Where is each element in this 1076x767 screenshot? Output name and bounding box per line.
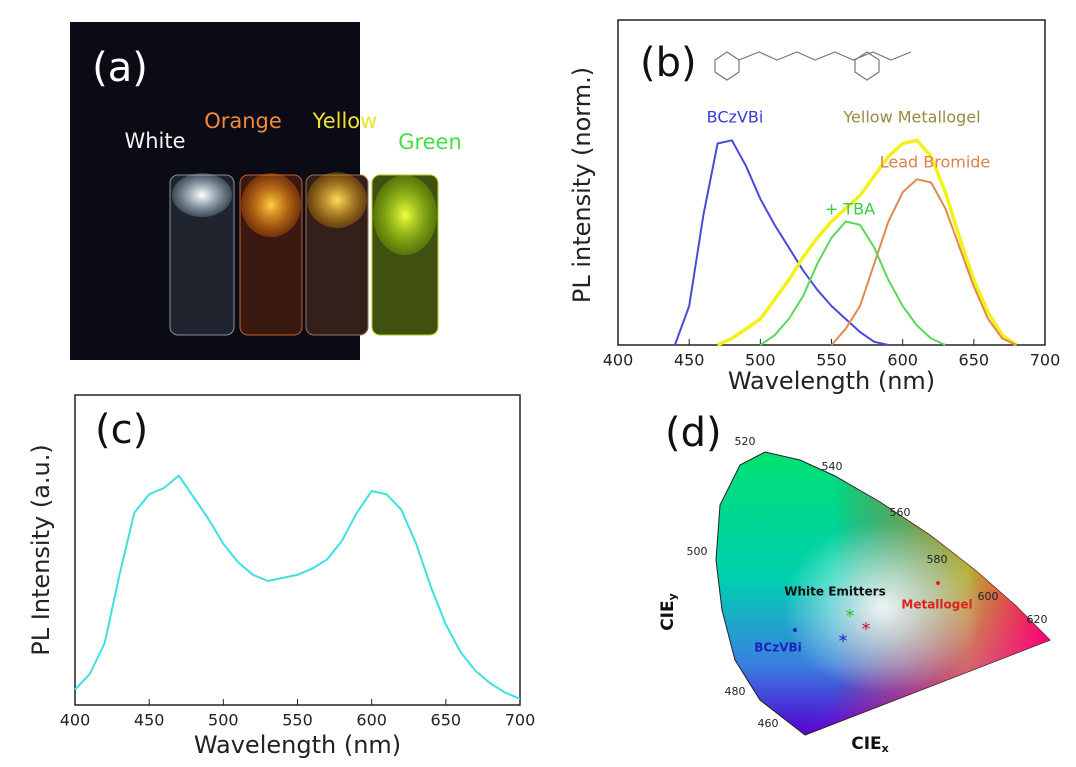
vial-label: White — [124, 129, 185, 153]
vial-label: Yellow — [312, 109, 378, 133]
point-marker — [936, 581, 940, 585]
axis-label-base: CIE — [658, 600, 678, 630]
axis-label-sub: x — [882, 742, 889, 755]
star-marker: * — [846, 606, 855, 627]
photo-panel: (a) White Orange Yellow Green — [70, 22, 462, 360]
series-line — [675, 140, 889, 345]
x-tick-label: 600 — [356, 711, 387, 730]
wavelength-label: 480 — [725, 685, 746, 698]
x-tick-label: 700 — [1030, 351, 1061, 370]
star-marker: * — [839, 631, 848, 652]
wavelength-label: 520 — [735, 435, 756, 448]
series-label: Lead Bromide — [880, 153, 991, 172]
wavelength-label: 500 — [687, 545, 708, 558]
vial-glow — [307, 172, 367, 228]
axis-label: CIEx — [851, 734, 889, 755]
panel-label: (c) — [95, 407, 148, 453]
series-label: + TBA — [825, 200, 875, 219]
vial-label: Green — [398, 130, 462, 154]
wavelength-label: 560 — [890, 506, 911, 519]
vial-glow — [172, 173, 232, 217]
series-line — [75, 476, 520, 699]
vial-glow — [373, 175, 437, 255]
panel-label: (a) — [92, 45, 148, 91]
x-tick-label: 650 — [431, 711, 462, 730]
annotation: Metallogel — [901, 598, 972, 612]
axis-label-sub: y — [666, 593, 679, 600]
vial-label: Orange — [204, 109, 282, 133]
panel-label: (d) — [665, 410, 722, 456]
x-axis-label: Wavelength (nm) — [728, 367, 935, 395]
x-tick-label: 500 — [208, 711, 239, 730]
figure: (a) White Orange Yellow Green * * * (d) … — [0, 0, 1076, 763]
annotation: BCzVBi — [754, 641, 801, 655]
vial-glow — [241, 173, 301, 237]
series-label: Yellow Metallogel — [842, 108, 980, 127]
star-marker: * — [862, 619, 871, 640]
panel-label: (b) — [640, 40, 697, 86]
wavelength-label: 620 — [1027, 613, 1048, 626]
wavelength-label: 540 — [822, 460, 843, 473]
point-marker — [793, 628, 797, 632]
y-axis-label: PL Intensity (a.u.) — [27, 444, 55, 655]
x-tick-label: 400 — [60, 711, 91, 730]
series-label: BCzVBi — [707, 108, 764, 127]
x-tick-label: 450 — [674, 351, 705, 370]
x-tick-label: 650 — [959, 351, 990, 370]
x-tick-label: 550 — [282, 711, 313, 730]
cie-panel: * * * (d) 520 540 560 580 600 620 500 48… — [658, 410, 1050, 755]
x-axis-label: Wavelength (nm) — [194, 731, 401, 759]
axis-label: CIEy — [658, 593, 679, 631]
structure-sketch — [715, 52, 911, 80]
y-axis-label: PL intensity (norm.) — [568, 67, 596, 303]
x-tick-label: 400 — [603, 351, 634, 370]
wavelength-label: 460 — [758, 717, 779, 730]
x-tick-label: 700 — [505, 711, 536, 730]
annotation: White Emitters — [784, 585, 885, 599]
x-tick-label: 450 — [134, 711, 165, 730]
wavelength-label: 600 — [978, 590, 999, 603]
axis-label-base: CIE — [851, 734, 881, 754]
wavelength-label: 580 — [927, 553, 948, 566]
